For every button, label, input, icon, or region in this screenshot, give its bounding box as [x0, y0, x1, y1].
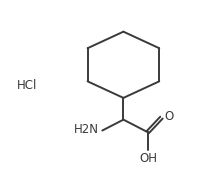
Text: O: O	[164, 110, 174, 123]
Text: HCl: HCl	[17, 79, 38, 92]
Text: OH: OH	[139, 152, 157, 165]
Text: H2N: H2N	[74, 123, 99, 136]
